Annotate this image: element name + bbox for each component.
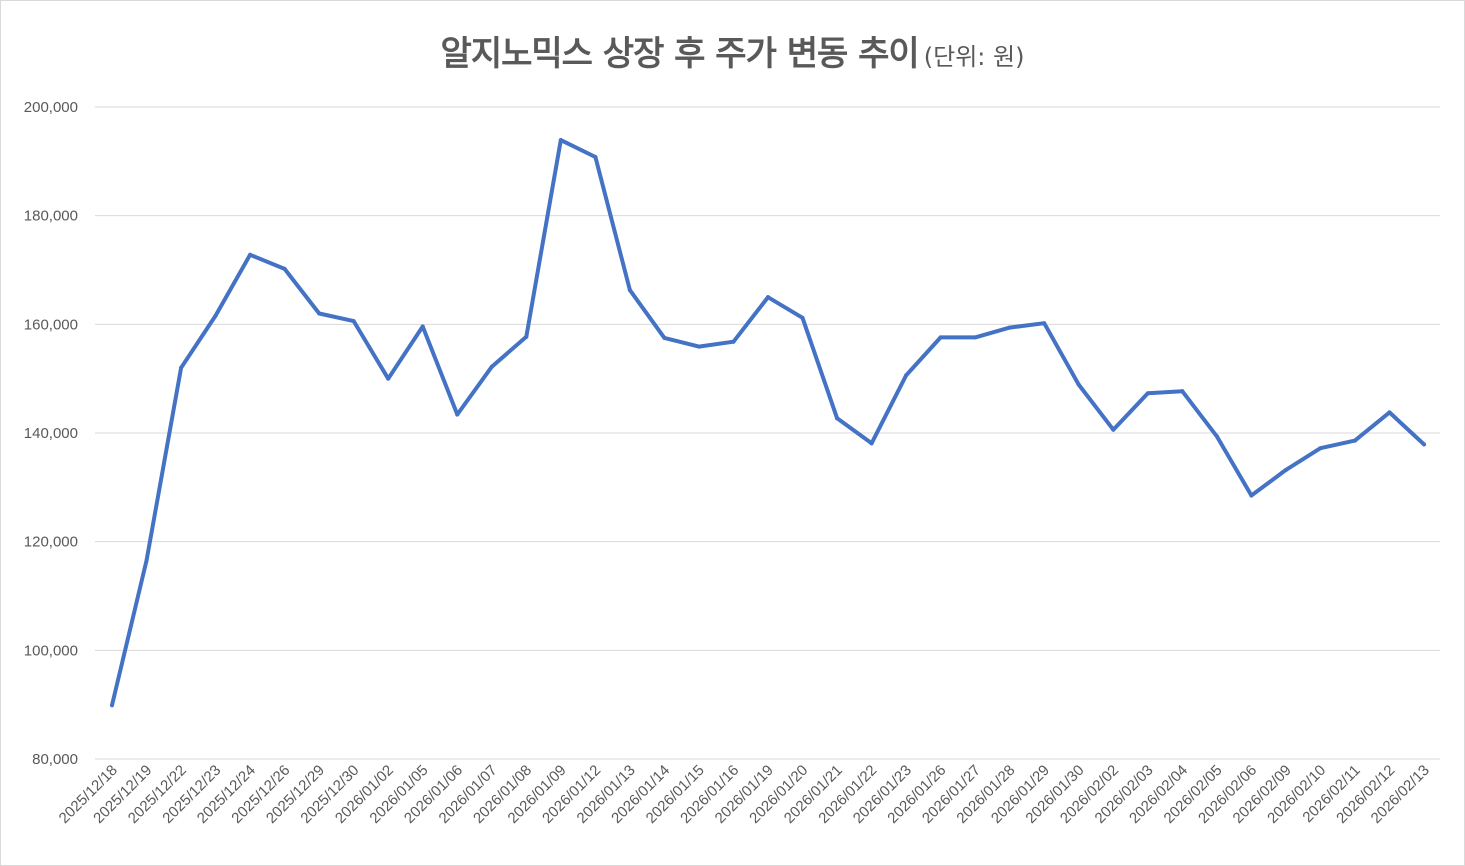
y-tick-label: 80,000 — [32, 751, 78, 768]
data-point — [973, 335, 978, 340]
y-tick-label: 160,000 — [24, 316, 78, 333]
data-point — [248, 252, 253, 257]
y-axis: 80,000 100,000 120,000 140,000 160,000 180,00… — [24, 99, 78, 768]
data-point — [1145, 391, 1150, 396]
data-point — [524, 334, 529, 339]
y-tick-label: 200,000 — [24, 99, 78, 116]
chart-title-unit: (단위: 원) — [923, 43, 1025, 71]
price-series — [110, 138, 1426, 708]
data-point — [627, 288, 632, 293]
y-tick-label: 100,000 — [24, 642, 78, 659]
data-point — [1422, 442, 1426, 447]
data-point — [731, 339, 736, 344]
data-point — [1249, 493, 1254, 498]
data-point — [696, 344, 701, 349]
y-tick-label: 120,000 — [24, 534, 78, 551]
data-point — [1007, 325, 1012, 330]
data-point — [904, 373, 909, 378]
data-point — [179, 365, 184, 370]
data-point — [1352, 438, 1357, 443]
data-point — [1180, 389, 1185, 394]
data-point — [282, 266, 287, 271]
data-point — [800, 315, 805, 320]
data-point — [1111, 427, 1116, 432]
x-axis: 2025/12/182025/12/192025/12/222025/12/23… — [56, 762, 1433, 827]
data-point — [213, 313, 218, 318]
data-point — [489, 364, 494, 369]
data-point — [593, 154, 598, 159]
y-tick-label: 180,000 — [24, 208, 78, 225]
data-point — [1387, 410, 1392, 415]
chart-title: 알지노믹스 상장 후 주가 변동 추이 (단위: 원) — [0, 26, 1465, 75]
chart-title-main: 알지노믹스 상장 후 주가 변동 추이 — [440, 34, 920, 74]
y-tick-label: 140,000 — [24, 425, 78, 442]
data-point — [144, 558, 149, 563]
data-point — [110, 703, 114, 708]
price-line — [110, 138, 1426, 708]
gridlines — [95, 106, 1440, 760]
data-point — [1076, 382, 1081, 387]
data-point — [351, 319, 356, 324]
data-point — [1283, 467, 1288, 472]
data-point — [317, 311, 322, 316]
data-point — [938, 335, 943, 340]
data-point — [420, 324, 425, 329]
data-point — [869, 441, 874, 446]
data-point — [662, 335, 667, 340]
data-point — [1214, 434, 1219, 439]
data-point — [766, 295, 770, 300]
data-point — [1318, 446, 1323, 451]
data-point — [1042, 321, 1047, 326]
data-point — [558, 138, 563, 143]
data-point — [835, 416, 840, 421]
data-point — [455, 412, 460, 417]
data-point — [386, 376, 391, 381]
